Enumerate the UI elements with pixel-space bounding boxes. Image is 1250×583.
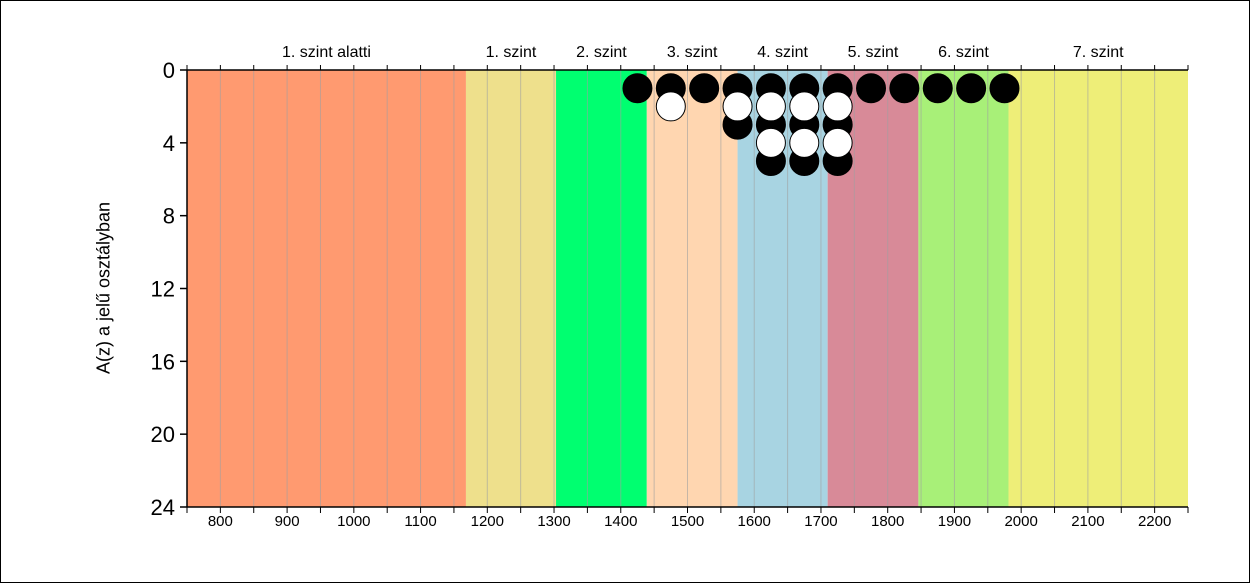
level-band-label-4: 3. szint: [667, 44, 718, 61]
x-tick-label: 1300: [537, 513, 570, 530]
data-point-white: [822, 91, 853, 122]
x-tick-label: 1900: [938, 513, 971, 530]
x-tick-label: 1100: [404, 513, 436, 530]
data-point-black: [622, 73, 653, 104]
data-point-white: [655, 91, 686, 122]
y-tick-label: 16: [151, 349, 175, 374]
data-point-white: [822, 127, 853, 158]
level-band-label-5: 4. szint: [757, 44, 808, 61]
data-point-black: [922, 73, 953, 104]
x-tick-label: 1500: [671, 513, 704, 530]
x-tick-label: 1000: [337, 513, 370, 530]
level-band-2: [465, 70, 557, 507]
data-point-black: [889, 73, 920, 104]
x-tick-label: 1800: [871, 513, 904, 530]
level-band-4: [646, 70, 738, 507]
y-tick-label: 12: [151, 277, 175, 302]
data-point-white: [755, 91, 786, 122]
level-band-label-3: 2. szint: [576, 44, 627, 61]
data-point-black: [956, 73, 987, 104]
level-band-label-2: 1. szint: [486, 44, 537, 61]
data-point-white: [789, 91, 820, 122]
data-point-white: [722, 91, 753, 122]
x-tick-label: 800: [208, 513, 233, 530]
y-tick-label: 24: [151, 495, 175, 520]
data-point-white: [755, 127, 786, 158]
x-tick-label: 900: [275, 513, 300, 530]
x-tick-label: 2000: [1004, 513, 1037, 530]
y-tick-label: 0: [163, 58, 175, 83]
y-tick-label: 4: [163, 131, 175, 156]
x-tick-label: 2200: [1138, 513, 1171, 530]
y-axis-label: A(z) a jelű osztályban: [93, 201, 114, 375]
y-tick-label: 8: [163, 204, 175, 229]
x-tick-label: 1400: [604, 513, 637, 530]
level-band-label-8: 7. szint: [1073, 44, 1124, 61]
data-point-white: [789, 127, 820, 158]
data-point-black: [689, 73, 720, 104]
x-tick-label: 2100: [1071, 513, 1104, 530]
level-band-label-7: 6. szint: [938, 44, 989, 61]
data-point-black: [856, 73, 887, 104]
level-band-label-6: 5. szint: [848, 44, 899, 61]
x-tick-label: 1200: [471, 513, 504, 530]
level-band-label-1: 1. szint alatti: [282, 44, 371, 61]
x-tick-label: 1600: [738, 513, 771, 530]
y-tick-label: 20: [151, 422, 175, 447]
level-band-3: [556, 70, 647, 507]
level-band-1: [187, 70, 466, 507]
data-point-black: [989, 73, 1020, 104]
x-tick-label: 1700: [804, 513, 837, 530]
level-band-7: [918, 70, 1009, 507]
level-band-8: [1008, 70, 1188, 507]
